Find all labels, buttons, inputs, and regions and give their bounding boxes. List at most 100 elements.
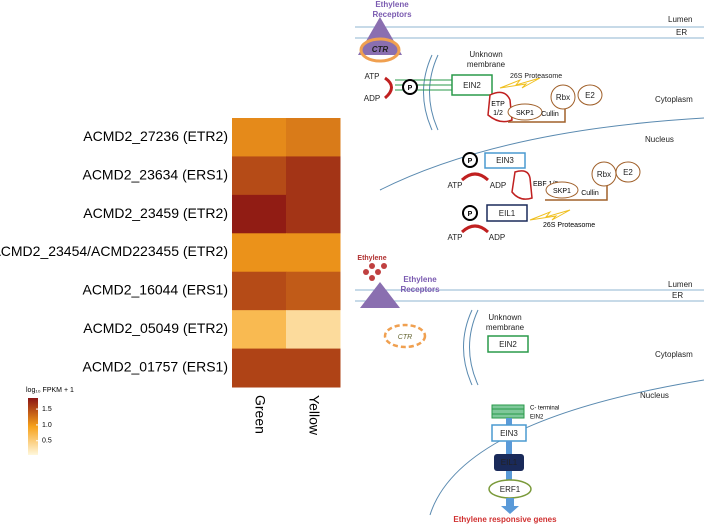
heat-cell	[232, 271, 287, 311]
label: ETP	[491, 101, 505, 108]
nuclear-envelope	[379, 117, 704, 191]
label: ATP	[448, 181, 463, 190]
label: ATP	[365, 72, 380, 81]
heat-cell	[232, 310, 287, 350]
label: Lumen	[668, 280, 692, 289]
eil1	[486, 204, 528, 222]
cullin	[545, 184, 608, 201]
label: membrane	[486, 323, 525, 332]
label: ER	[672, 291, 683, 300]
label: ADP	[489, 233, 505, 242]
membrane	[423, 54, 439, 131]
label: Receptors	[372, 10, 412, 19]
label: ATP	[448, 233, 463, 242]
label: P	[468, 158, 473, 165]
label: P	[468, 211, 473, 218]
label: EIN3	[500, 429, 518, 438]
label: Nucleus	[640, 391, 669, 400]
label: SKP1	[553, 188, 571, 195]
label: Unknown	[469, 50, 502, 59]
colorbar-tick-label: 1.5	[42, 406, 52, 413]
label: C- terminal	[530, 406, 559, 412]
heat-cell	[286, 310, 341, 350]
column-label: Green	[252, 395, 268, 434]
label: SKP1	[516, 110, 534, 117]
c-terminal-ein2	[491, 404, 525, 419]
colorbar-tick-label: 1.0	[42, 422, 52, 429]
heat-cell	[286, 194, 341, 234]
label: Ethylene	[403, 275, 437, 284]
label: EIN2	[530, 415, 544, 421]
skp1	[545, 181, 579, 199]
receptor	[358, 17, 402, 55]
heat-cell	[286, 118, 341, 157]
label: Ethylene	[375, 0, 409, 9]
proteasome	[499, 77, 541, 89]
membrane	[463, 309, 479, 386]
heat-cell	[232, 118, 287, 157]
label: ADP	[490, 181, 506, 190]
heat-cell	[286, 156, 341, 196]
column-label: Yellow	[306, 395, 322, 436]
phosphate	[462, 205, 478, 221]
nuclear-envelope	[429, 379, 704, 516]
ein2	[451, 74, 493, 96]
phospho-arrow	[460, 224, 490, 234]
e2	[615, 161, 641, 183]
label: Cytoplasm	[655, 95, 693, 104]
proteasome	[529, 209, 571, 221]
row-label: ACMD2_23634 (ERS1)	[82, 166, 228, 182]
ethylene-dots	[363, 263, 387, 281]
label: Receptors	[400, 285, 440, 294]
receptor	[360, 282, 400, 308]
row-label: ACMD2_01757 (ERS1)	[82, 358, 228, 374]
label: membrane	[467, 60, 506, 69]
label: EIL1	[499, 209, 516, 218]
label: 1/2	[493, 110, 503, 117]
phospho-arrow	[383, 76, 393, 100]
label: P	[408, 85, 413, 92]
colorbar-label: log₁₀ FPKM + 1	[26, 387, 74, 394]
arrow	[506, 441, 512, 454]
label: 26S Proteasome	[543, 222, 595, 229]
row-label: ACMD2_23459 (ETR2)	[83, 205, 228, 221]
label: EIN2	[463, 81, 481, 90]
label: ER	[676, 28, 687, 37]
label: Cullin	[581, 190, 599, 197]
ctr	[383, 323, 427, 349]
label: Nucleus	[645, 135, 674, 144]
label: ADP	[364, 94, 380, 103]
heat-cell	[232, 348, 287, 388]
row-label: ACMD2_27236 (ETR2)	[83, 128, 228, 144]
label: CTR	[372, 45, 389, 54]
label: Rbx	[597, 170, 611, 179]
label: Lumen	[668, 15, 692, 24]
e2	[577, 84, 603, 106]
arrow	[506, 471, 512, 481]
label: Ethylene	[357, 255, 386, 262]
pathway-diagram: CTR Ethylene Receptors Lumen ER Unknown …	[355, 0, 704, 524]
ctr	[359, 37, 401, 63]
row-label: ACMD2_16044 (ERS1)	[82, 282, 228, 298]
colorbar-tick-label: 0.5	[42, 438, 52, 445]
heat-cell	[286, 348, 341, 388]
label: CTR	[398, 334, 412, 341]
etp	[487, 91, 513, 123]
heat-cell	[232, 194, 287, 234]
skp1	[507, 103, 543, 121]
label: E2	[585, 91, 595, 100]
heat-cell	[232, 233, 287, 273]
label: ERF1	[500, 485, 521, 494]
label: EBF 1/2	[533, 181, 558, 188]
label: EIN3	[496, 156, 514, 165]
label: EIN2	[499, 340, 517, 349]
heat-cell	[286, 271, 341, 311]
label: EIL1	[501, 458, 518, 467]
row-label: ACMD2_05049 (ETR2)	[83, 320, 228, 336]
ein3	[484, 152, 526, 169]
heat-cell	[286, 233, 341, 273]
ein2	[487, 335, 529, 353]
label: Rbx	[556, 93, 570, 102]
